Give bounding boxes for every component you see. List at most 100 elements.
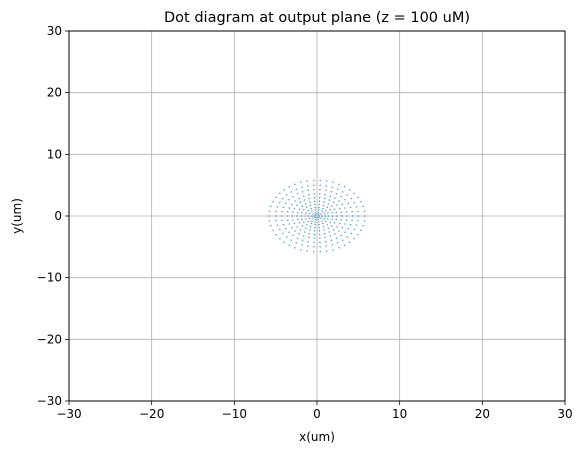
scatter-point xyxy=(275,234,277,236)
y-tick-label: 0 xyxy=(54,209,62,223)
scatter-point xyxy=(297,219,299,221)
x-tick-label: 10 xyxy=(392,407,407,421)
scatter-point xyxy=(320,217,322,219)
scatter-point xyxy=(284,241,286,243)
scatter-point xyxy=(362,206,364,208)
scatter-point xyxy=(305,212,307,214)
grid-lines xyxy=(69,31,565,401)
scatter-point xyxy=(319,234,321,236)
scatter-point xyxy=(314,201,316,203)
scatter-point xyxy=(296,204,298,206)
scatter-point xyxy=(291,227,293,229)
scatter-point xyxy=(337,189,339,191)
scatter-point xyxy=(362,225,364,227)
scatter-point xyxy=(275,197,277,199)
scatter-point xyxy=(357,220,359,222)
scatter-point xyxy=(353,238,355,240)
scatter-point xyxy=(289,244,291,246)
scatter-point xyxy=(325,190,327,192)
y-axis-label: y(um) xyxy=(10,198,24,234)
scatter-point xyxy=(338,200,340,202)
scatter-point xyxy=(341,219,343,221)
scatter-point xyxy=(281,220,283,222)
scatter-point xyxy=(307,245,309,247)
scatter-point xyxy=(334,198,336,200)
scatter-point xyxy=(332,182,334,184)
scatter-point xyxy=(337,242,339,244)
scatter-point xyxy=(336,193,338,195)
scatter-point xyxy=(287,219,289,221)
scatter-point xyxy=(279,193,281,195)
scatter-point xyxy=(349,241,351,243)
scatter-point xyxy=(314,227,316,229)
scatter-point xyxy=(288,199,290,201)
scatter-point xyxy=(288,207,290,209)
scatter-point xyxy=(319,230,321,232)
scatter-point xyxy=(310,223,312,225)
scatter-point xyxy=(309,213,311,215)
scatter-point xyxy=(307,185,309,187)
scatter-point xyxy=(358,215,360,217)
scatter-point xyxy=(313,180,315,182)
scatter-point xyxy=(329,209,331,211)
scatter-point xyxy=(308,237,310,239)
scatter-point xyxy=(322,223,324,225)
scatter-point xyxy=(357,197,359,199)
scatter-point xyxy=(282,233,284,235)
scatter-point xyxy=(357,234,359,236)
scatter-point xyxy=(290,239,292,241)
scatter-point xyxy=(272,201,274,203)
x-tick-label: 0 xyxy=(313,407,321,421)
x-tick-label: 20 xyxy=(475,407,490,421)
scatter-point xyxy=(319,237,321,239)
scatter-point xyxy=(320,213,322,215)
scatter-point xyxy=(296,242,298,244)
scatter-point xyxy=(348,203,350,205)
scatter-point xyxy=(313,242,315,244)
scatter-point xyxy=(350,233,352,235)
scatter-point xyxy=(314,197,316,199)
scatter-point xyxy=(316,217,318,219)
scatter-point xyxy=(314,237,316,239)
scatter-point xyxy=(334,222,336,224)
scatter-point xyxy=(305,227,307,229)
scatter-point xyxy=(309,198,311,200)
scatter-point xyxy=(311,220,313,222)
scatter-point xyxy=(309,218,311,220)
scatter-point xyxy=(329,199,331,201)
scatter-point xyxy=(284,189,286,191)
scatter-point xyxy=(344,232,346,234)
scatter-point xyxy=(318,221,320,223)
scatter-point xyxy=(281,215,283,217)
scatter-point xyxy=(324,218,326,220)
scatter-point xyxy=(318,224,320,226)
scatter-point xyxy=(325,245,327,247)
scatter-point xyxy=(349,189,351,191)
scatter-point xyxy=(277,206,279,208)
scatter-point xyxy=(301,244,303,246)
scatter-point xyxy=(327,224,329,226)
scatter-point xyxy=(318,227,320,229)
scatter-point xyxy=(336,215,338,217)
scatter-point xyxy=(300,182,302,184)
scatter-point xyxy=(314,230,316,232)
scatter-point xyxy=(310,208,312,210)
scatter-point xyxy=(314,215,316,217)
y-tick-label: −10 xyxy=(37,271,62,285)
scatter-point xyxy=(312,217,314,219)
scatter-point xyxy=(279,202,281,204)
y-tick-label: 30 xyxy=(47,24,62,38)
scatter-point xyxy=(301,205,303,207)
scatter-point xyxy=(325,221,327,223)
scatter-point xyxy=(339,223,341,225)
x-tick-label: 30 xyxy=(557,407,572,421)
scatter-point xyxy=(321,220,323,222)
scatter-point xyxy=(286,236,288,238)
scatter-point xyxy=(281,211,283,213)
x-tick-label: −30 xyxy=(56,407,81,421)
scatter-point xyxy=(339,208,341,210)
scatter-point xyxy=(333,229,335,231)
scatter-point xyxy=(336,237,338,239)
scatter-point xyxy=(303,222,305,224)
